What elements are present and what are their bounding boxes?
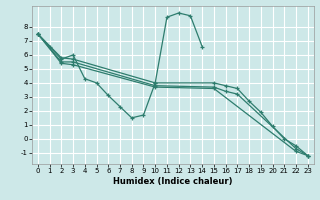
X-axis label: Humidex (Indice chaleur): Humidex (Indice chaleur) [113, 177, 233, 186]
